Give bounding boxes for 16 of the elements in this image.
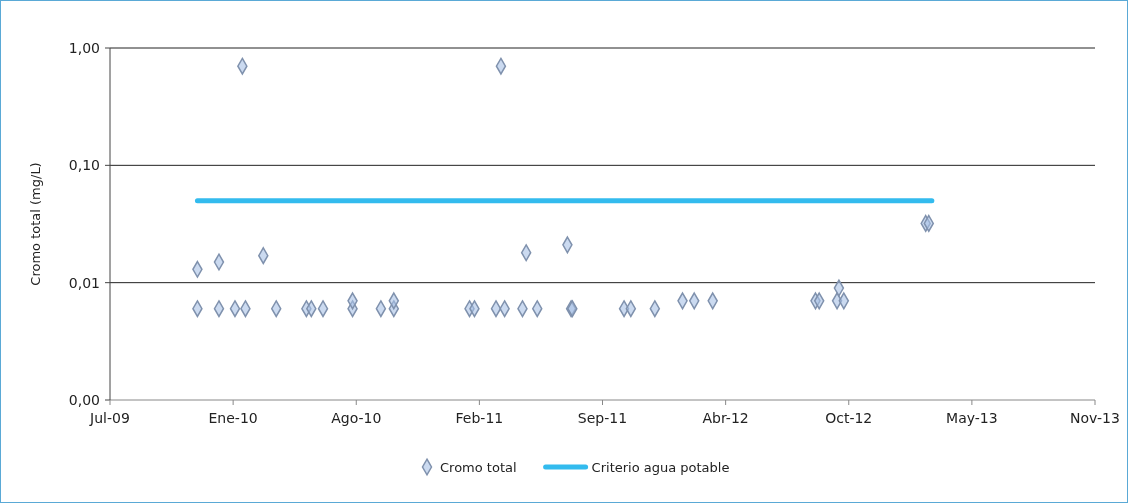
x-tick-label: Jul-09 — [89, 410, 130, 426]
y-tick-label: 0,01 — [68, 274, 100, 291]
x-tick-label: Feb-11 — [455, 410, 504, 426]
x-tick-label: Ago-10 — [331, 410, 382, 426]
y-tick-label: 1,00 — [68, 40, 100, 56]
x-tick-label: Sep-11 — [577, 410, 628, 426]
legend-label: Criterio agua potable — [591, 459, 730, 475]
x-tick-label: Oct-12 — [825, 410, 873, 426]
y-axis-title: Cromo total (mg/L) — [28, 162, 43, 286]
x-tick-label: Abr-12 — [702, 410, 749, 426]
x-tick-label: May-13 — [946, 410, 998, 426]
x-tick-label: Ene-10 — [208, 410, 258, 426]
legend-label: Cromo total — [440, 459, 517, 475]
y-tick-label: 0,00 — [68, 392, 100, 408]
y-tick-label: 0,10 — [68, 157, 100, 174]
x-tick-label: Nov-13 — [1070, 410, 1120, 426]
